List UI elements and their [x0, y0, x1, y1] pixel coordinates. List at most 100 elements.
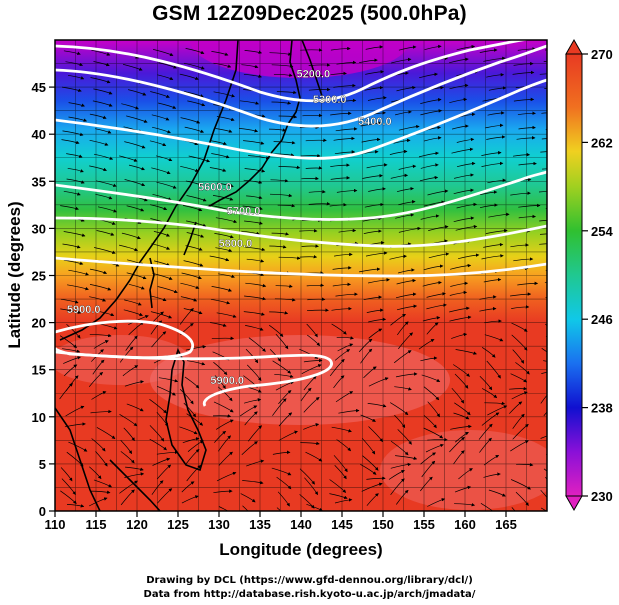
streamline-arrow — [456, 137, 475, 143]
y-tick-label: 15 — [32, 363, 46, 378]
streamline-arrow — [303, 397, 320, 413]
streamline-arrow — [246, 258, 265, 263]
streamline-arrow — [420, 476, 433, 492]
streamline-arrow — [543, 411, 547, 417]
streamline-arrow — [153, 49, 174, 56]
y-tick-label: 5 — [39, 457, 46, 472]
streamline-arrow — [273, 140, 296, 145]
streamline-arrow — [61, 139, 80, 145]
streamline-arrow — [216, 312, 237, 318]
streamline-arrow — [186, 220, 207, 227]
streamline-arrow — [479, 48, 498, 53]
streamline-arrow — [391, 57, 412, 64]
streamline-arrow — [278, 430, 298, 441]
streamline-arrow — [543, 61, 547, 62]
colorbar-gradient — [565, 53, 583, 497]
streamline-arrow — [305, 451, 323, 462]
streamline-arrow — [181, 481, 195, 493]
x-axis-label: Longitude (degrees) — [219, 540, 382, 559]
streamline-arrow — [68, 441, 88, 452]
streamline-arrow — [333, 375, 345, 389]
streamline-arrow — [245, 246, 266, 252]
streamline-arrow — [483, 277, 502, 283]
streamline-arrow — [275, 333, 289, 350]
streamline-arrow — [450, 263, 472, 270]
japan-coast — [205, 40, 301, 209]
streamline-arrow — [338, 228, 357, 233]
streamline-arrow — [513, 97, 535, 102]
streamline-arrow — [151, 114, 170, 121]
streamline-arrow — [306, 308, 329, 312]
contour-label: 5700.0 — [227, 205, 261, 217]
streamline-arrow — [539, 243, 547, 245]
streamline-arrow — [512, 423, 529, 440]
streamline-arrow — [484, 334, 504, 342]
streamline-arrow — [151, 167, 171, 175]
streamline-arrow — [458, 468, 473, 480]
streamline-arrow — [367, 403, 387, 408]
streamline-arrow — [541, 138, 547, 140]
asia-coast — [139, 40, 239, 263]
streamline-arrow — [152, 193, 172, 201]
x-tick-label: 150 — [372, 517, 394, 532]
streamline-arrow — [516, 136, 536, 140]
streamline-arrow — [244, 398, 262, 404]
streamline-arrow — [479, 203, 498, 209]
streamline-arrow — [335, 391, 354, 403]
warm-patch — [380, 430, 547, 510]
streamline-arrow — [538, 191, 547, 193]
map-plot: 5200.0 5300.0 5400.0 5600.0 5700.0 5800.0 5900… — [5, 38, 613, 559]
streamline-arrow — [243, 311, 265, 316]
streamline-arrow — [358, 338, 373, 353]
streamline-arrow — [210, 298, 231, 305]
y-tick-label: 20 — [32, 316, 46, 331]
x-tick-label: 120 — [126, 517, 148, 532]
streamline-arrow — [545, 335, 547, 338]
streamline-arrow — [332, 282, 351, 287]
streamline-arrow — [510, 292, 532, 297]
streamline-arrow — [420, 214, 440, 220]
streamline-arrow — [421, 374, 441, 382]
streamline-arrow — [450, 281, 469, 287]
streamline-arrow — [89, 113, 107, 119]
streamline-arrow — [427, 498, 446, 507]
streamline-arrow — [278, 412, 293, 427]
streamline-arrow — [390, 440, 409, 456]
streamline-arrow — [332, 266, 352, 270]
colorbar-lower-arrow — [565, 495, 583, 512]
streamline-arrow — [540, 394, 547, 404]
streamline-arrow — [94, 247, 116, 254]
streamline-arrow — [479, 437, 492, 453]
streamline-arrow — [158, 62, 177, 69]
streamline-arrow — [217, 386, 233, 402]
streamline-arrow — [518, 161, 537, 166]
streamline-arrow — [153, 231, 170, 237]
streamline-arrow — [152, 457, 171, 466]
streamline-arrow — [483, 472, 501, 478]
streamline-arrow — [388, 469, 405, 480]
streamline-arrow — [244, 295, 267, 301]
streamline-arrow — [420, 98, 442, 104]
streamline-arrow — [483, 242, 504, 248]
contour-5500 — [55, 170, 547, 221]
streamline-arrow — [361, 438, 376, 455]
streamline-arrow — [93, 61, 110, 67]
streamline-arrow — [214, 233, 234, 239]
warm-patch — [55, 335, 190, 385]
streamline-arrow — [330, 176, 351, 180]
streamline-arrow — [149, 140, 167, 146]
streamline-arrow — [366, 308, 384, 313]
streamline-arrow — [454, 431, 469, 443]
streamline-arrow — [541, 112, 547, 114]
streamline-arrow — [60, 298, 79, 304]
streamline-arrow — [488, 86, 507, 91]
data-credit: Data from http://database.rish.kyoto-u.a… — [143, 589, 476, 600]
streamline-arrow — [336, 336, 354, 340]
streamline-arrow — [419, 72, 438, 79]
streamline-arrow — [187, 360, 206, 366]
streamline-arrow — [390, 313, 407, 326]
streamline-arrow — [451, 147, 474, 154]
streamline-arrow — [95, 193, 113, 200]
streamline-arrow — [238, 128, 259, 133]
streamline-arrow — [456, 202, 477, 209]
